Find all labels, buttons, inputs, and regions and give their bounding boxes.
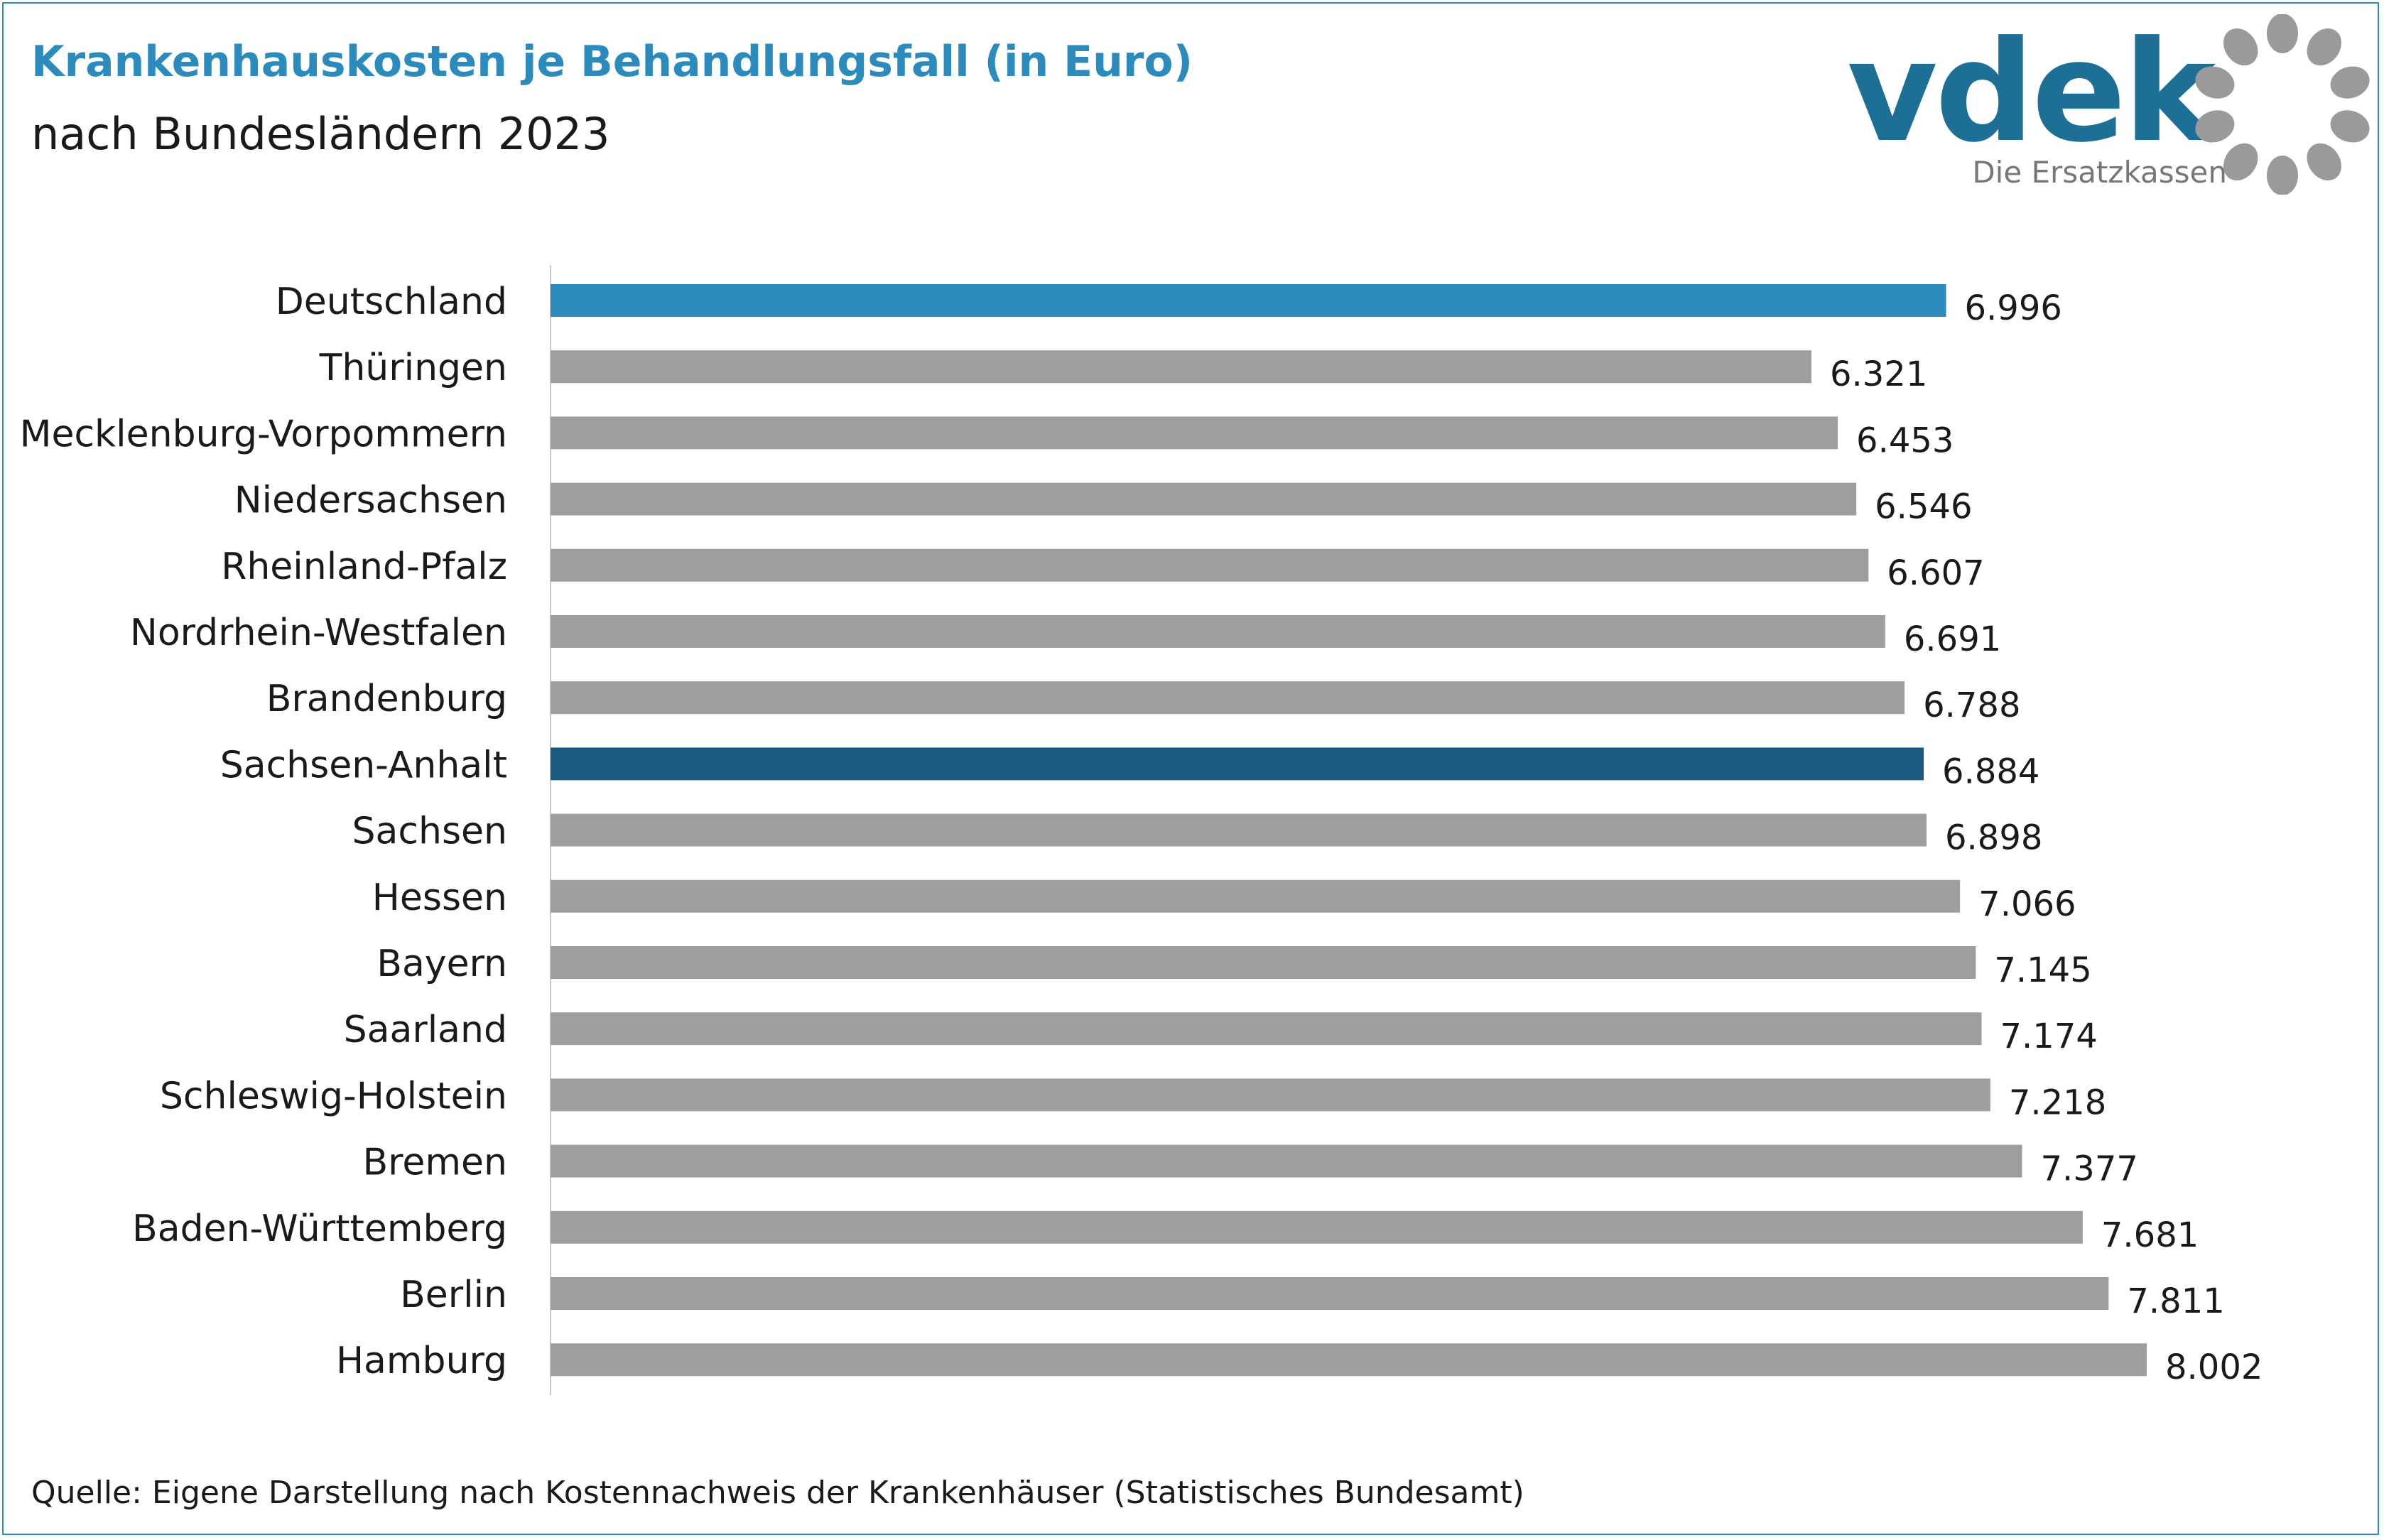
logo-ring-dot (2330, 110, 2370, 143)
bar (551, 879, 1961, 913)
bar (551, 1277, 2109, 1310)
category-label: Deutschland (276, 281, 507, 323)
category-label: Hamburg (336, 1340, 507, 1382)
value-label: 6.788 (1923, 685, 2020, 725)
category-label: Hessen (372, 877, 507, 919)
logo-ring-dot (2307, 28, 2342, 66)
logo-ring-dot (2223, 143, 2258, 180)
vdek-logo: vdek Die Ersatzkassen (1847, 14, 2373, 199)
bar (551, 284, 1946, 317)
value-label: 6.453 (1856, 421, 1954, 460)
value-label: 7.066 (1978, 884, 2076, 924)
bar (551, 548, 1869, 582)
category-label: Thüringen (319, 347, 507, 389)
value-label: 6.546 (1875, 487, 1972, 527)
bar (551, 813, 1927, 847)
logo-ring-dot (2267, 14, 2298, 53)
dot-ring-icon (2195, 14, 2370, 195)
value-label: 6.607 (1887, 553, 1984, 593)
value-label: 7.811 (2127, 1281, 2224, 1321)
category-label: Nordrhein-Westfalen (130, 612, 507, 654)
category-label: Bremen (362, 1142, 507, 1184)
value-label: 8.002 (2165, 1348, 2263, 1387)
bar (551, 350, 1811, 384)
logo-ring-dot (2195, 66, 2235, 99)
logo-tagline: Die Ersatzkassen (1972, 155, 2227, 190)
logo-ring-dot (2267, 156, 2298, 195)
category-label: Schleswig-Holstein (160, 1075, 507, 1117)
category-label: Sachsen (352, 810, 507, 853)
bar (551, 416, 1838, 450)
category-label: Saarland (344, 1009, 507, 1051)
value-label: 7.377 (2040, 1149, 2138, 1189)
value-label: 7.218 (2009, 1083, 2106, 1122)
category-label: Niedersachsen (234, 479, 507, 522)
value-label: 6.898 (1945, 818, 2042, 858)
category-label: Mecklenburg-Vorpommern (20, 413, 507, 455)
category-label: Brandenburg (266, 678, 507, 720)
bar (551, 1144, 2022, 1178)
chart-subtitle: nach Bundesländern 2023 (31, 108, 610, 160)
logo-ring-dot (2307, 143, 2342, 180)
bar (551, 681, 1905, 715)
source-note: Quelle: Eigene Darstellung nach Kostenna… (31, 1475, 1524, 1511)
category-label: Rheinland-Pfalz (221, 546, 507, 588)
logo-wordmark: vdek (1847, 11, 2216, 173)
category-label: Baden-Württemberg (132, 1208, 507, 1250)
bar (551, 1210, 2083, 1244)
value-label: 6.321 (1830, 354, 1927, 394)
value-label: 6.884 (1942, 752, 2039, 791)
category-label: Sachsen-Anhalt (220, 744, 507, 786)
value-label: 6.996 (1965, 288, 2062, 328)
logo-ring-dot (2223, 28, 2258, 66)
chart-title: Krankenhauskosten je Behandlungsfall (in… (31, 37, 1193, 87)
bar (551, 482, 1857, 516)
bar-chart: Deutschland 6.996 Thüringen 6.321 Mecklenbur… (20, 265, 2263, 1396)
bar (551, 1343, 2147, 1377)
value-label: 7.681 (2101, 1215, 2199, 1255)
bar (551, 747, 1924, 781)
bar (551, 1012, 1982, 1046)
value-label: 6.691 (1904, 619, 2001, 659)
category-label: Bayern (376, 943, 507, 985)
bar (551, 946, 1976, 979)
value-label: 7.145 (1994, 950, 2091, 990)
bar (551, 1078, 1990, 1112)
logo-ring-dot (2195, 110, 2235, 143)
bar (551, 615, 1885, 648)
logo-ring-dot (2330, 66, 2370, 99)
category-label: Berlin (400, 1274, 507, 1316)
value-label: 7.174 (2000, 1016, 2097, 1056)
